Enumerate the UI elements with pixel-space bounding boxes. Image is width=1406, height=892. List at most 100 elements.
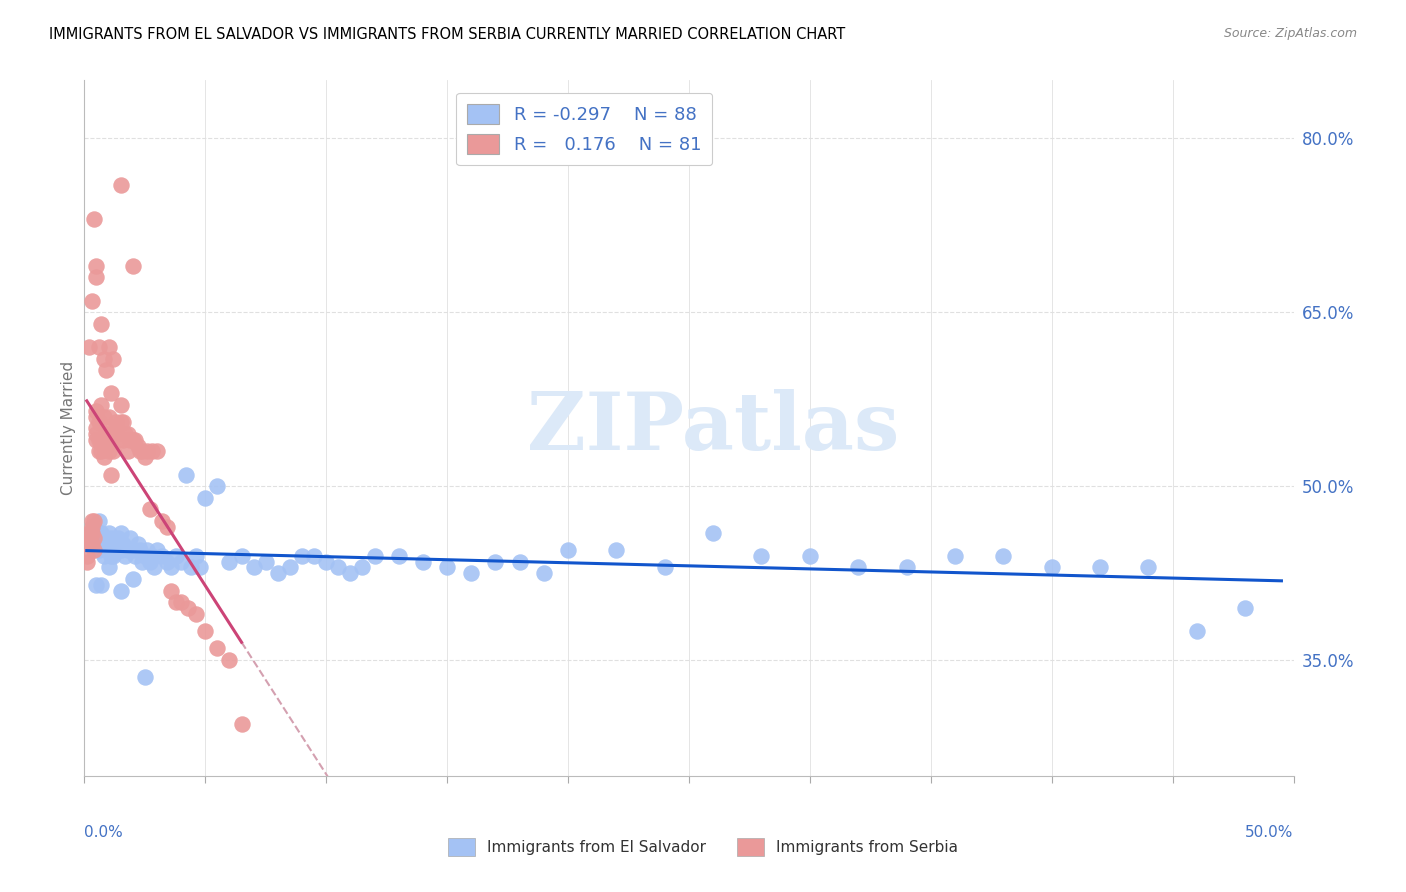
Point xyxy=(146,542,169,557)
Point xyxy=(654,560,676,574)
Point xyxy=(80,537,103,551)
Point xyxy=(533,566,555,581)
Point xyxy=(231,549,253,563)
Point xyxy=(77,525,100,540)
Point xyxy=(124,549,146,563)
Point xyxy=(80,519,103,533)
Point xyxy=(1040,560,1063,574)
Point xyxy=(103,351,125,366)
Text: Source: ZipAtlas.com: Source: ZipAtlas.com xyxy=(1223,27,1357,40)
Point xyxy=(993,549,1015,563)
Point xyxy=(315,554,337,569)
Point xyxy=(93,409,115,424)
Point xyxy=(160,583,183,598)
Point xyxy=(751,549,773,563)
Point xyxy=(557,542,579,557)
Point xyxy=(207,641,229,656)
Point xyxy=(846,560,869,574)
Point xyxy=(120,433,142,447)
Point xyxy=(180,560,202,574)
Point xyxy=(160,560,183,574)
Point xyxy=(114,426,136,441)
Text: IMMIGRANTS FROM EL SALVADOR VS IMMIGRANTS FROM SERBIA CURRENTLY MARRIED CORRELAT: IMMIGRANTS FROM EL SALVADOR VS IMMIGRANT… xyxy=(49,27,845,42)
Point xyxy=(86,259,108,273)
Point xyxy=(80,525,103,540)
Point xyxy=(100,386,122,401)
Point xyxy=(150,514,173,528)
Point xyxy=(484,554,506,569)
Point xyxy=(138,554,160,569)
Point xyxy=(100,467,122,482)
Point xyxy=(86,404,108,418)
Point xyxy=(143,560,166,574)
Point xyxy=(117,426,139,441)
Point xyxy=(86,426,108,441)
Point xyxy=(94,532,117,546)
Point xyxy=(86,578,108,592)
Point xyxy=(83,519,105,533)
Point xyxy=(291,549,314,563)
Point xyxy=(412,554,434,569)
Point xyxy=(93,438,115,452)
Point xyxy=(194,624,217,639)
Point xyxy=(103,537,125,551)
Point xyxy=(93,351,115,366)
Point xyxy=(90,398,112,412)
Point xyxy=(100,532,122,546)
Point xyxy=(110,398,132,412)
Point xyxy=(90,537,112,551)
Point xyxy=(254,554,277,569)
Point xyxy=(302,549,325,563)
Point xyxy=(80,525,103,540)
Point xyxy=(509,554,531,569)
Point xyxy=(87,444,110,458)
Point xyxy=(110,525,132,540)
Point xyxy=(134,450,156,464)
Point xyxy=(100,433,122,447)
Point xyxy=(896,560,918,574)
Point xyxy=(94,438,117,452)
Point xyxy=(76,549,98,563)
Point xyxy=(107,532,129,546)
Point xyxy=(155,519,177,533)
Point xyxy=(94,537,117,551)
Point xyxy=(117,542,139,557)
Point xyxy=(90,317,112,331)
Point xyxy=(165,595,187,609)
Point xyxy=(86,270,108,285)
Point xyxy=(77,537,100,551)
Point xyxy=(136,444,159,458)
Point xyxy=(184,549,207,563)
Point xyxy=(80,293,103,308)
Point xyxy=(138,502,160,516)
Point xyxy=(112,537,135,551)
Point xyxy=(77,340,100,354)
Point xyxy=(436,560,458,574)
Point xyxy=(388,549,411,563)
Point xyxy=(117,444,139,458)
Point xyxy=(605,542,627,557)
Point xyxy=(77,532,100,546)
Point xyxy=(97,444,120,458)
Point xyxy=(121,433,143,447)
Point xyxy=(1185,624,1208,639)
Point xyxy=(184,607,207,621)
Point xyxy=(131,444,153,458)
Point xyxy=(141,549,163,563)
Point xyxy=(121,542,143,557)
Point xyxy=(107,433,129,447)
Point xyxy=(146,444,169,458)
Point xyxy=(97,525,120,540)
Point xyxy=(129,444,152,458)
Point xyxy=(94,426,117,441)
Point xyxy=(177,600,200,615)
Point xyxy=(1234,600,1257,615)
Point xyxy=(231,717,253,731)
Point xyxy=(129,542,152,557)
Y-axis label: Currently Married: Currently Married xyxy=(60,361,76,495)
Point xyxy=(110,583,132,598)
Point xyxy=(207,479,229,493)
Point xyxy=(120,532,142,546)
Point xyxy=(87,514,110,528)
Point xyxy=(86,433,108,447)
